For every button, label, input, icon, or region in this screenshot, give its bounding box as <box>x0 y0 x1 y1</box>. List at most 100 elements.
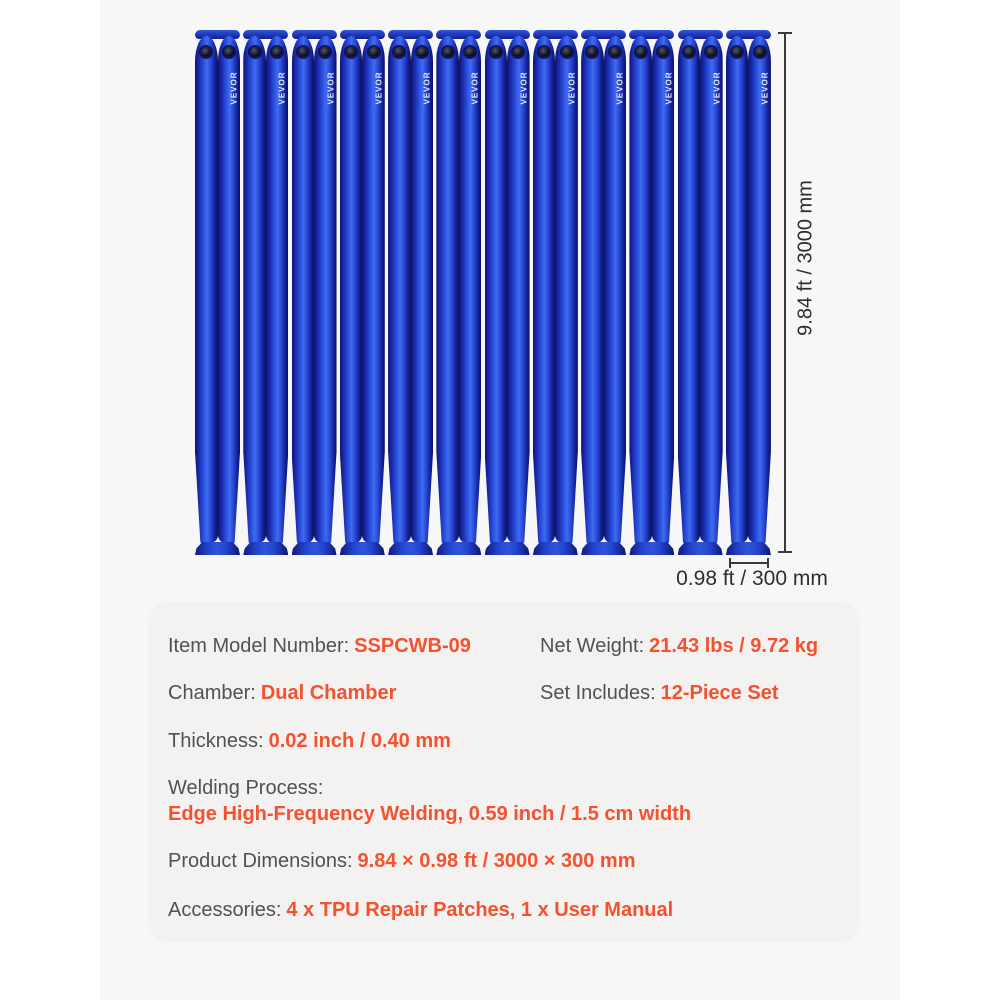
water-bag-tube: VEVOR <box>629 30 675 555</box>
tube-bottom-weld <box>195 542 240 555</box>
air-valve-icon <box>754 47 765 57</box>
tube-chamber-left <box>725 36 749 543</box>
vevor-logo: VEVOR <box>519 71 529 105</box>
tube-top-weld <box>339 30 385 39</box>
air-valve-icon <box>223 47 234 57</box>
air-valve-icon <box>297 47 308 57</box>
tube-top-weld <box>484 30 530 39</box>
tube-chamber-left <box>629 36 652 543</box>
product-image-canvas: VEVOR VEVOR <box>100 0 900 1000</box>
spec-net-weight: Net Weight: 21.43 lbs / 9.72 kg <box>540 633 818 659</box>
tube-chamber-left <box>581 36 604 543</box>
spec-welding-process: Welding Process: Edge High-Frequency Wel… <box>168 775 691 827</box>
tube-chamber-right: VEVOR <box>700 36 723 543</box>
tube-chamber-right: VEVOR <box>651 36 675 543</box>
tube-top-weld <box>725 30 771 39</box>
height-dimension-line <box>778 32 792 553</box>
spec-label: Product Dimensions: <box>168 850 353 872</box>
air-valve-icon <box>587 47 598 57</box>
tube-top-weld <box>291 30 337 39</box>
air-valve-icon <box>635 47 646 57</box>
tube-bottom-weld <box>243 542 289 555</box>
spec-product-dimensions: Product Dimensions: 9.84 × 0.98 ft / 3000… <box>168 848 636 874</box>
air-valve-icon <box>249 47 260 57</box>
height-dimension-label: 9.84 ft / 3000 mm <box>794 180 817 336</box>
air-valve-icon <box>346 47 357 57</box>
tube-chamber-left <box>291 36 315 543</box>
vevor-logo: VEVOR <box>760 71 770 105</box>
water-bag-tube: VEVOR <box>339 30 385 555</box>
spec-label: Welding Process: <box>168 777 324 799</box>
vevor-logo: VEVOR <box>712 71 722 105</box>
tube-chambers: VEVOR <box>484 36 530 543</box>
tube-chamber-left <box>388 36 411 543</box>
air-valve-icon <box>416 47 427 57</box>
spec-label: Item Model Number: <box>168 635 350 657</box>
tube-bottom-weld <box>532 542 578 555</box>
water-bag-tube: VEVOR <box>532 30 578 555</box>
tube-top-weld <box>243 30 289 39</box>
vevor-logo: VEVOR <box>277 71 287 105</box>
air-valve-icon <box>320 47 331 57</box>
spec-value: Edge High-Frequency Welding, 0.59 inch /… <box>168 803 692 825</box>
tube-top-weld <box>195 30 240 39</box>
air-valve-icon <box>442 47 453 57</box>
vevor-logo: VEVOR <box>422 71 432 105</box>
tube-chambers: VEVOR <box>195 36 240 543</box>
air-valve-icon <box>609 47 620 57</box>
tube-chamber-left <box>436 36 459 543</box>
width-dimension-line <box>729 558 769 568</box>
spec-value: 0.02 inch / 0.40 mm <box>268 730 451 752</box>
tube-bottom-weld <box>291 542 337 555</box>
spec-accessories: Accessories: 4 x TPU Repair Patches, 1 x … <box>168 897 673 923</box>
tube-chambers: VEVOR <box>436 36 482 543</box>
air-valve-icon <box>732 47 743 57</box>
tube-chamber-left <box>243 36 266 543</box>
spec-thickness: Thickness: 0.02 inch / 0.40 mm <box>168 728 451 754</box>
tube-chambers: VEVOR <box>629 36 675 543</box>
tube-bottom-weld <box>677 542 723 555</box>
spec-label: Set Includes: <box>540 682 656 704</box>
spec-value: Dual Chamber <box>260 682 397 704</box>
tube-chamber-right: VEVOR <box>410 36 434 543</box>
tube-chambers: VEVOR <box>532 36 578 543</box>
air-valve-icon <box>394 47 405 57</box>
tube-bottom-weld <box>484 542 530 555</box>
tube-chambers: VEVOR <box>291 36 337 543</box>
vevor-logo: VEVOR <box>615 71 625 105</box>
tube-chamber-right: VEVOR <box>555 36 578 543</box>
tube-chamber-left <box>677 36 701 543</box>
tube-bottom-weld <box>339 542 385 555</box>
air-valve-icon <box>465 47 476 57</box>
water-bag-tube: VEVOR <box>291 30 337 555</box>
air-valve-icon <box>201 47 212 57</box>
tube-chamber-right: VEVOR <box>603 36 627 543</box>
tube-chamber-right: VEVOR <box>217 36 240 543</box>
tube-chamber-right: VEVOR <box>265 36 289 543</box>
vevor-logo: VEVOR <box>470 71 480 105</box>
tube-chamber-left <box>532 36 556 543</box>
vevor-logo: VEVOR <box>229 71 239 105</box>
spec-value: 4 x TPU Repair Patches, 1 x User Manual <box>286 899 674 921</box>
water-bag-tube: VEVOR <box>195 30 240 555</box>
spec-label: Net Weight: <box>540 635 645 657</box>
water-bag-tube: VEVOR <box>677 30 723 555</box>
spec-label: Chamber: <box>168 682 256 704</box>
tube-chambers: VEVOR <box>581 36 627 543</box>
water-bag-tube: VEVOR <box>436 30 482 555</box>
spec-label: Accessories: <box>168 899 282 921</box>
tube-bottom-weld <box>725 542 771 555</box>
tube-chamber-right: VEVOR <box>458 36 482 543</box>
air-valve-icon <box>539 47 550 57</box>
spec-set-includes: Set Includes: 12-Piece Set <box>540 680 778 706</box>
air-valve-icon <box>706 47 717 57</box>
tube-top-weld <box>436 30 482 39</box>
tube-top-weld <box>677 30 723 39</box>
tube-chambers: VEVOR <box>388 36 434 543</box>
water-bag-tube: VEVOR <box>725 30 771 555</box>
air-valve-icon <box>490 47 501 57</box>
tube-bottom-weld <box>581 542 627 555</box>
tube-chamber-left <box>195 36 218 543</box>
tube-top-weld <box>581 30 627 39</box>
